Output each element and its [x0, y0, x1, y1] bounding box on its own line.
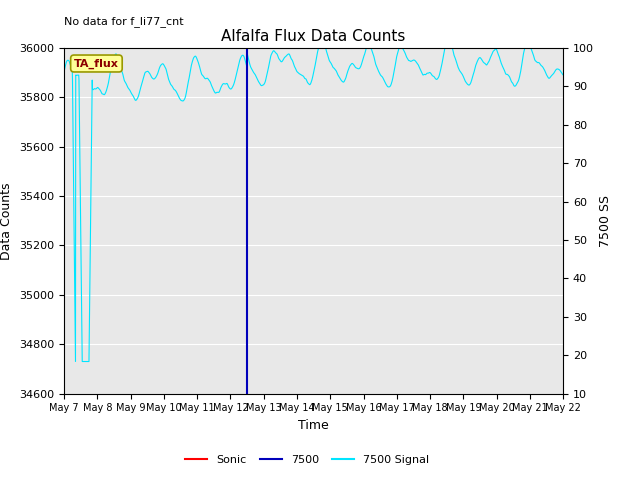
- Title: Alfalfa Flux Data Counts: Alfalfa Flux Data Counts: [221, 29, 406, 44]
- Legend: Sonic, 7500, 7500 Signal: Sonic, 7500, 7500 Signal: [180, 451, 434, 469]
- Y-axis label: 7500 SS: 7500 SS: [600, 195, 612, 247]
- 7500 Signal: [545, 75, 553, 81]
- Line: 7500 Signal: 7500 Signal: [64, 39, 563, 361]
- 7500 Signal: [545, 75, 553, 81]
- X-axis label: Time: Time: [298, 419, 329, 432]
- 7500 Signal: [559, 72, 567, 78]
- Text: TA_flux: TA_flux: [74, 59, 119, 69]
- Text: No data for f_li77_cnt: No data for f_li77_cnt: [64, 16, 184, 27]
- 7500 Signal: [72, 359, 79, 364]
- 7500 Signal: [444, 36, 452, 42]
- 7500 Signal: [290, 62, 298, 68]
- 7500 Signal: [86, 294, 93, 300]
- 7500 Signal: [454, 63, 461, 69]
- 7500 Signal: [60, 69, 68, 75]
- Y-axis label: Data Counts: Data Counts: [1, 182, 13, 260]
- 7500 Signal: [303, 78, 311, 84]
